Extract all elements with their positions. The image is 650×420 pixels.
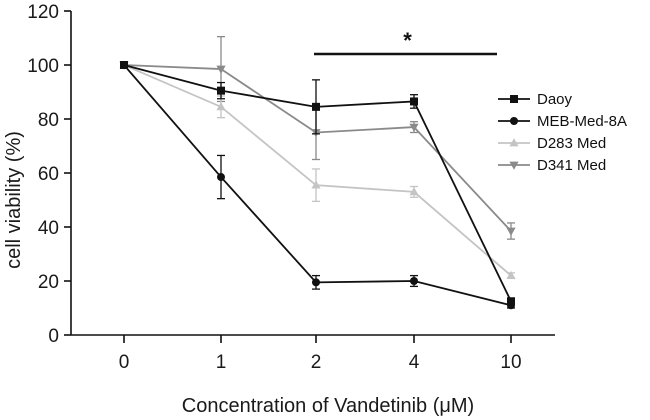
- data-point: [506, 270, 516, 279]
- legend-marker: [510, 95, 518, 103]
- legend-label: D341 Med: [537, 157, 606, 174]
- data-point: [410, 277, 418, 285]
- data-point: [312, 102, 320, 111]
- data-point: [312, 278, 320, 287]
- series-d283-med: [119, 60, 516, 279]
- y-tick-label: 20: [38, 272, 59, 293]
- data-point: [217, 86, 225, 95]
- x-tick-label: 10: [500, 352, 521, 373]
- legend: Daoy MEB-Med-8A D283 Med D341 Med: [498, 91, 627, 174]
- legend-marker: [509, 138, 519, 147]
- y-axis-title: cell viability (%): [3, 131, 25, 269]
- y-tick-label: 40: [38, 218, 59, 239]
- legend-item: D341 Med: [498, 157, 606, 174]
- legend-item: Daoy: [498, 91, 573, 108]
- legend-label: D283 Med: [537, 135, 606, 152]
- data-point: [216, 65, 226, 74]
- axes: 0 20 40 60 80 100 120 0 1 2 4 10: [27, 2, 555, 373]
- series-line: [123, 64, 512, 277]
- series-d341-med: [119, 36, 516, 240]
- series-daoy: [120, 61, 515, 306]
- y-tick-label: 80: [38, 110, 59, 131]
- data-point: [217, 173, 225, 182]
- data-point: [410, 97, 418, 106]
- x-tick-label: 1: [216, 352, 227, 373]
- y-tick-label: 60: [38, 164, 59, 185]
- data-point: [507, 297, 515, 306]
- data-point: [311, 180, 321, 189]
- data-point: [409, 187, 419, 196]
- legend-marker: [509, 161, 519, 170]
- x-tick-label: 2: [311, 352, 322, 373]
- y-tick-label: 0: [48, 326, 59, 347]
- significance-label: *: [403, 28, 412, 53]
- series-layer: [119, 36, 516, 310]
- legend-label: MEB-Med-8A: [537, 113, 627, 130]
- x-tick-label: 4: [409, 352, 420, 373]
- y-tick-label: 120: [27, 2, 59, 23]
- data-point: [216, 102, 226, 111]
- legend-marker: [510, 117, 518, 125]
- x-tick-label: 0: [119, 352, 130, 373]
- legend-item: D283 Med: [498, 135, 606, 152]
- legend-item: MEB-Med-8A: [498, 113, 627, 130]
- x-axis-title: Concentration of Vandetinib (μM): [182, 395, 474, 417]
- legend-label: Daoy: [537, 91, 573, 108]
- data-point: [506, 227, 516, 236]
- y-tick-label: 100: [27, 56, 59, 77]
- data-point: [120, 61, 128, 69]
- annotation-layer: *: [314, 28, 497, 56]
- data-point: [409, 123, 419, 132]
